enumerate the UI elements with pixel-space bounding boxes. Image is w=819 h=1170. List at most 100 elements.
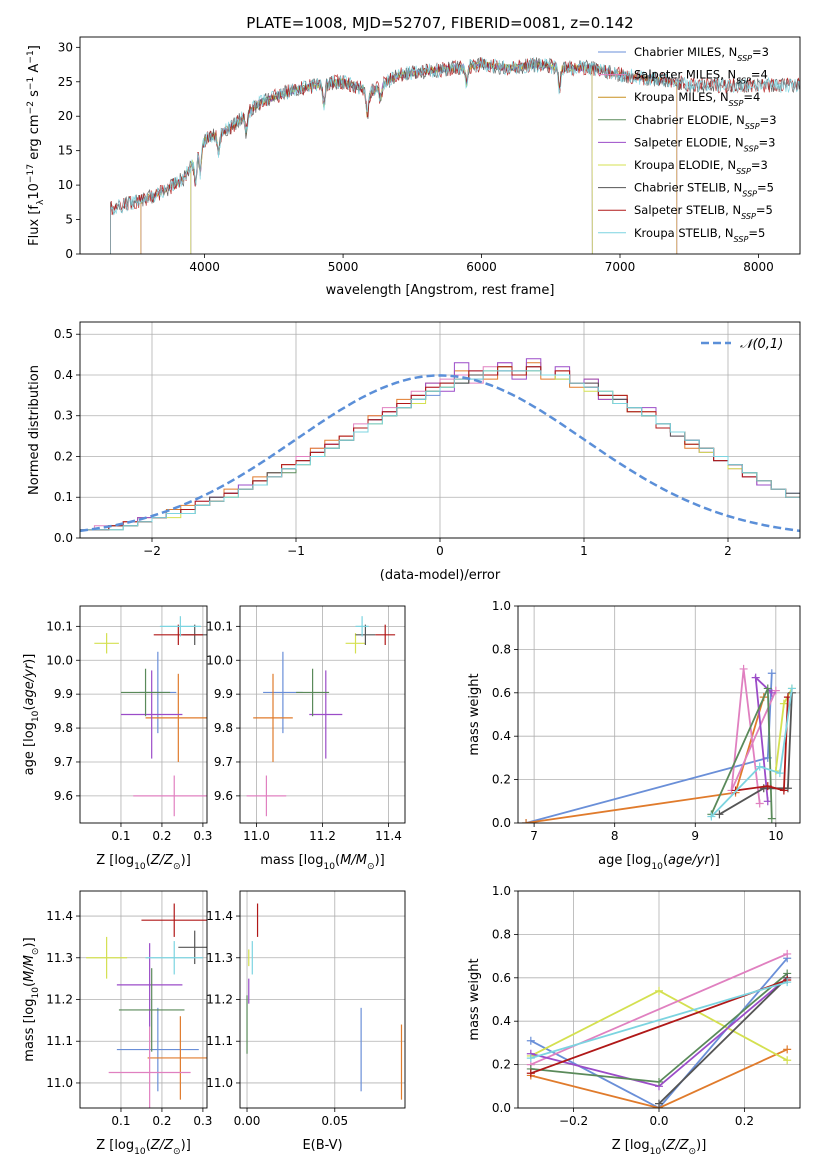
- spectrum-xtick-label: 8000: [743, 260, 774, 274]
- Z-age-points: [94, 616, 207, 817]
- residuals-ytick-label: 0.2: [54, 449, 73, 463]
- age-massweight-xtick-label: 9: [691, 829, 699, 843]
- EBV-mass-ytick-label: 11.0: [206, 1076, 233, 1090]
- massweight-marker: [783, 949, 792, 958]
- Z-age-ytick-label: 9.9: [54, 687, 73, 701]
- Z-massweight-ylabel: mass weight: [467, 958, 482, 1040]
- spectrum-series-line: [110, 57, 800, 254]
- age-massweight-ytick-label: 0.6: [492, 686, 511, 700]
- spectrum-xtick-label: 4000: [189, 260, 220, 274]
- massweight-marker: [767, 814, 776, 823]
- EBV-mass-panel: 0.00 0.05 11.0 11.1 11.2 11.3 11.4 E(B-V): [206, 890, 406, 1153]
- Z-massweight-panel: −0.2 0.0 0.2 0.0 0.2 0.4 0.6 0.8 1.0 Z [log10(Z/Z…: [467, 884, 801, 1157]
- spectrum-series-line: [140, 61, 678, 254]
- Z-massweight-xtick-label: −0.2: [559, 1114, 588, 1128]
- mass-age-frame: [239, 605, 406, 824]
- spectrum-ytick-label: 15: [58, 144, 73, 158]
- legend-label: Kroupa ELODIE, NSSP=3: [634, 158, 768, 176]
- Z-mass-points: [86, 903, 207, 1108]
- Z-mass-ytick-label: 11.2: [46, 993, 73, 1007]
- massweight-marker: [655, 1099, 663, 1108]
- mass-age-xtick-label: 11.2: [309, 829, 336, 843]
- massweight-marker: [739, 664, 748, 673]
- residuals-ytick-label: 0.5: [54, 327, 73, 341]
- spectrum-ytick-label: 10: [58, 178, 73, 192]
- massweight-marker: [783, 978, 792, 987]
- Z-mass-ytick-label: 11.0: [46, 1076, 73, 1090]
- massweight-marker: [759, 784, 768, 793]
- massweight-marker: [783, 1056, 792, 1065]
- Z-mass-ytick-label: 11.4: [46, 909, 73, 923]
- spectrum-panel: 4000 5000 6000 7000 8000 0 5 10 15 20 25 30 waveleng…: [26, 36, 801, 298]
- residuals-xtick-label: 1: [580, 544, 588, 558]
- mass-age-xtick-label: 11.4: [375, 829, 402, 843]
- age-massweight-ytick-label: 0.4: [492, 729, 511, 743]
- massweight-marker: [526, 1069, 535, 1078]
- legend-label: Chabrier MILES, NSSP=3: [634, 45, 769, 63]
- Z-age-ytick-label: 9.6: [54, 789, 73, 803]
- residuals-ytick-label: 0.1: [54, 490, 73, 504]
- EBV-mass-frame: [239, 890, 406, 1109]
- Z-massweight-xtick-label: 0.2: [735, 1114, 754, 1128]
- residuals-panel: −2 −1 0 1 2 0.0 0.1 0.2 0.3 0.4 0.5 (data-model)/er…: [27, 321, 801, 583]
- residuals-frame: [79, 321, 801, 539]
- mass-age-ytick-label: 9.6: [214, 789, 233, 803]
- EBV-mass-xlabel: E(B-V): [302, 1138, 342, 1153]
- age-massweight-ytick-label: 0.8: [492, 642, 511, 656]
- age-massweight-ylabel: mass weight: [467, 673, 482, 755]
- legend-label: Salpeter ELODIE, NSSP=3: [634, 135, 775, 153]
- massweight-marker: [771, 686, 780, 695]
- spectrum-ytick-label: 20: [58, 109, 73, 123]
- massweight-marker: [526, 1054, 535, 1063]
- residuals-ytick-label: 0.3: [54, 409, 73, 423]
- Z-massweight-ytick-label: 0.8: [492, 927, 511, 941]
- Z-age-panel: 0.1 0.2 0.3 9.6 9.7 9.8 9.9 10.0 10.1 Z [log10(Z/…: [22, 605, 212, 872]
- legend-label: Kroupa STELIB, NSSP=5: [634, 226, 765, 244]
- Z-age-ytick-label: 9.7: [54, 755, 73, 769]
- Z-age-xtick-label: 0.3: [193, 829, 212, 843]
- Z-massweight-frame: [517, 890, 801, 1109]
- Z-massweight-xtick-label: 0.0: [649, 1114, 668, 1128]
- massweight-marker: [787, 684, 796, 693]
- age-massweight-xtick-label: 10: [768, 829, 783, 843]
- Z-massweight-xlabel: Z [log10(Z/Z⊙)]: [612, 1138, 707, 1157]
- massweight-line: [730, 668, 777, 804]
- spectrum-series-line: [140, 60, 678, 254]
- spectrum-xtick-label: 6000: [466, 260, 497, 274]
- age-massweight-xtick-label: 7: [530, 829, 538, 843]
- residuals-xtick-label: 0: [436, 544, 444, 558]
- residuals-hists: [80, 358, 800, 538]
- Z-age-ytick-label: 10.0: [46, 653, 73, 667]
- residual-histogram: [80, 370, 800, 538]
- Z-mass-xlabel: Z [log10(Z/Z⊙)]: [96, 1138, 191, 1157]
- massweight-marker: [763, 782, 772, 791]
- EBV-mass-ytick-label: 11.2: [206, 993, 233, 1007]
- massweight-marker: [526, 1036, 535, 1045]
- Z-massweight-ytick-label: 0.2: [492, 1058, 511, 1072]
- EBV-mass-xtick-label: 0.05: [321, 1114, 348, 1128]
- residuals-xtick-label: 2: [724, 544, 732, 558]
- massweight-line: [530, 957, 788, 1108]
- Z-age-ylabel: age [log10(age/yr)]: [22, 654, 41, 776]
- massweight-marker: [783, 784, 792, 793]
- massweight-line: [735, 697, 789, 792]
- massweight-line: [658, 977, 788, 1105]
- massweight-marker: [783, 1045, 792, 1054]
- Z-mass-ylabel: mass [log10(M/M⊙)]: [22, 937, 41, 1061]
- Z-mass-ytick-label: 11.1: [46, 1034, 73, 1048]
- spectrum-lines: [110, 56, 800, 254]
- massweight-marker: [775, 769, 784, 778]
- spectrum-ytick-label: 0: [65, 247, 73, 261]
- Z-massweight-ytick-label: 0.4: [492, 1014, 511, 1028]
- spectrum-frame: [79, 36, 801, 255]
- massweight-line: [710, 688, 793, 818]
- massweight-marker: [767, 669, 776, 678]
- Z-massweight-lines: [526, 949, 792, 1108]
- legend-label: Chabrier ELODIE, NSSP=3: [634, 113, 777, 131]
- Z-massweight-ytick-label: 0.0: [492, 1101, 511, 1115]
- gaussian-legend-label: 𝒩(0,1): [740, 337, 783, 352]
- residuals-xlabel: (data-model)/error: [380, 568, 501, 583]
- Z-massweight-ytick-label: 1.0: [492, 884, 511, 898]
- spectrum-legend: Chabrier MILES, NSSP=3 Salpeter MILES, NS…: [598, 45, 777, 243]
